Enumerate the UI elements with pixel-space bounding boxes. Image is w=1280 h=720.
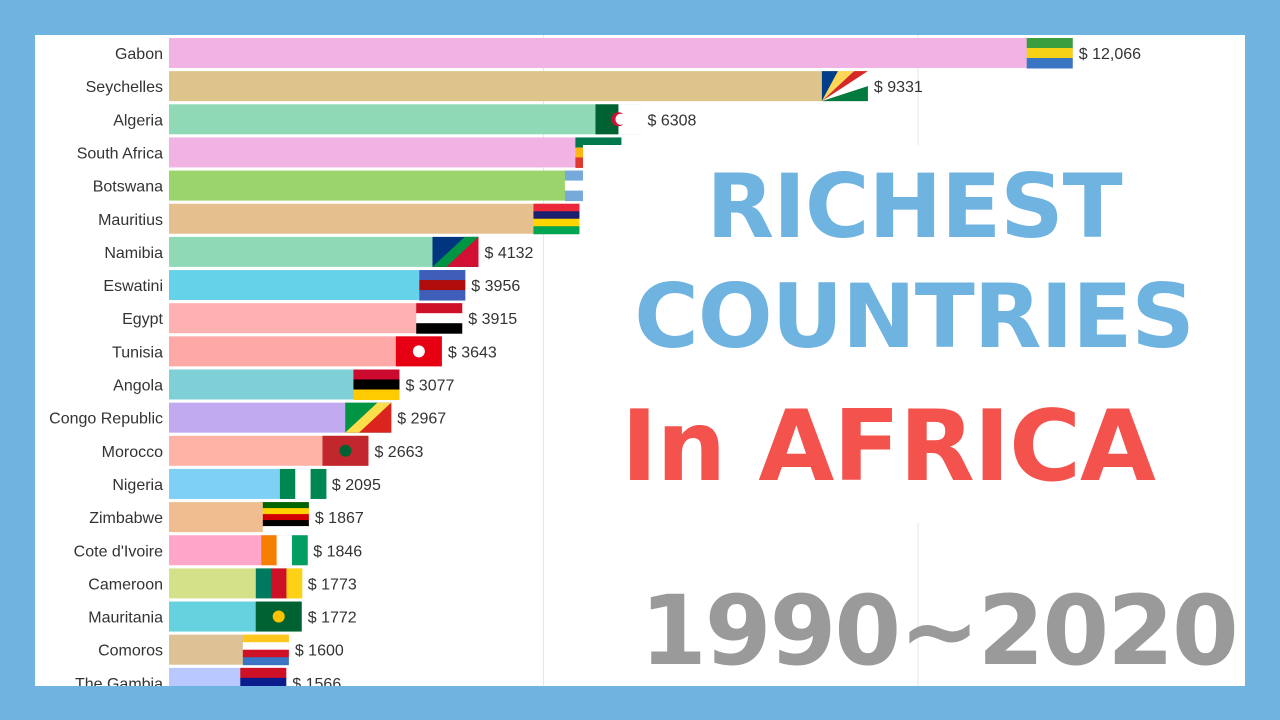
flag-icon xyxy=(395,336,442,367)
flag-icon xyxy=(353,369,400,400)
flag-icon xyxy=(1026,38,1073,69)
category-label: Botswana xyxy=(93,179,163,196)
category-label: Zimbabwe xyxy=(89,510,163,527)
bar xyxy=(169,137,622,168)
category-label: Mauritius xyxy=(98,212,163,229)
bar xyxy=(169,38,1073,68)
value-label: $ 2663 xyxy=(374,444,423,461)
category-label: South Africa xyxy=(77,145,163,162)
flag-icon xyxy=(416,303,463,334)
flag-icon xyxy=(533,203,580,235)
value-label: $ 1566 xyxy=(292,676,341,686)
title-line-countries: COUNTRIES xyxy=(634,265,1195,368)
category-label: Morocco xyxy=(102,444,163,461)
value-label: $ 12,066 xyxy=(1079,46,1141,63)
title-line-in-africa: In AFRICA xyxy=(621,390,1156,504)
bar xyxy=(169,104,642,135)
value-label: $ 3077 xyxy=(405,378,454,395)
bar xyxy=(169,236,479,267)
flag-icon xyxy=(322,435,369,466)
category-label: Cote d'Ivoire xyxy=(74,543,163,560)
category-label: Algeria xyxy=(113,112,163,129)
flag-icon xyxy=(240,667,287,686)
category-label: Angola xyxy=(113,378,163,395)
category-label: Egypt xyxy=(122,311,163,328)
value-label: $ 1867 xyxy=(315,510,364,527)
flag-icon xyxy=(821,71,868,102)
value-label: $ 1846 xyxy=(313,543,362,560)
value-label: $ 1600 xyxy=(295,643,344,660)
value-label: $ 3915 xyxy=(468,311,517,328)
category-label: The Gambia xyxy=(75,676,163,686)
flag-icon xyxy=(432,236,479,267)
bar xyxy=(169,71,868,102)
flag-icon xyxy=(279,468,327,499)
title-line-richest: RICHEST xyxy=(706,155,1122,258)
bar-chart: Gabon $ 12,066 Seychelles $ 9331 Algeria $ 63… xyxy=(49,35,1141,686)
flag-icon xyxy=(262,502,309,533)
year-range: 1990~2020 xyxy=(640,575,1239,687)
flag-icon xyxy=(242,634,289,666)
category-label: Cameroon xyxy=(88,576,163,593)
category-label: Seychelles xyxy=(86,79,163,96)
value-label: $ 1772 xyxy=(308,610,357,627)
flag-icon xyxy=(595,104,642,135)
flag-icon xyxy=(261,535,308,566)
value-label: $ 6308 xyxy=(647,112,696,129)
value-label: $ 2967 xyxy=(397,411,446,428)
bar xyxy=(169,170,611,201)
bar xyxy=(169,203,580,234)
category-label: Tunisia xyxy=(112,344,163,361)
value-label: $ 9331 xyxy=(874,79,923,96)
title-overlay: RICHEST COUNTRIES In AFRICA xyxy=(583,145,1245,523)
value-label: $ 3956 xyxy=(471,278,520,295)
category-label: Comoros xyxy=(98,643,163,660)
category-label: Namibia xyxy=(104,245,163,262)
category-label: Eswatini xyxy=(103,278,163,295)
value-label: $ 2095 xyxy=(332,477,381,494)
category-label: Congo Republic xyxy=(49,411,163,428)
flag-icon xyxy=(419,270,466,301)
value-label: $ 4132 xyxy=(484,245,533,262)
flag-icon xyxy=(255,568,303,599)
category-label: Gabon xyxy=(115,46,163,63)
flag-icon xyxy=(255,601,302,632)
value-label: $ 1773 xyxy=(308,576,357,593)
bar xyxy=(169,303,463,334)
category-label: Mauritania xyxy=(88,610,163,627)
value-label: $ 3643 xyxy=(448,344,497,361)
flag-icon xyxy=(345,402,392,433)
bar xyxy=(169,270,466,301)
category-label: Nigeria xyxy=(112,477,163,494)
